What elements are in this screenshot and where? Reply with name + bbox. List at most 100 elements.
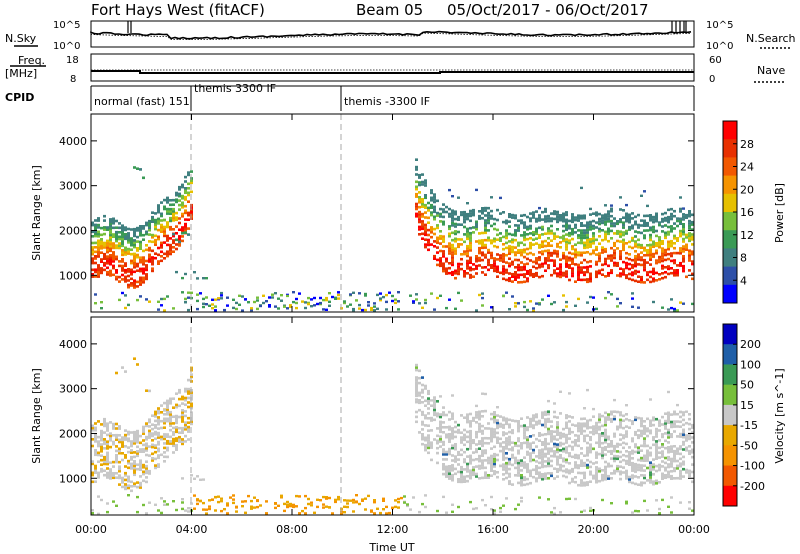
echo-cell xyxy=(121,269,124,272)
echo-cell xyxy=(484,451,487,455)
echo-cell xyxy=(103,261,106,265)
echo-cell xyxy=(172,210,175,213)
colorbar-tick-label: 15 xyxy=(740,399,754,412)
cpid-mode-3: themis -3300 IF xyxy=(344,95,430,108)
echo-cell xyxy=(328,292,331,295)
echo-cell xyxy=(163,241,166,244)
echo-cell xyxy=(670,462,673,466)
echo-cell xyxy=(523,426,526,430)
echo-cell xyxy=(583,437,586,440)
echo-cell xyxy=(166,406,169,409)
echo-cell xyxy=(670,217,673,221)
echo-cell xyxy=(520,442,523,445)
echo-cell xyxy=(652,443,655,447)
echo-cell xyxy=(682,207,685,210)
echo-cell xyxy=(109,238,112,241)
echo-cell xyxy=(496,431,499,435)
echo-cell xyxy=(679,469,682,473)
echo-cell xyxy=(664,476,667,479)
echo-cell xyxy=(643,281,646,284)
echo-cell xyxy=(655,464,658,468)
echo-cell xyxy=(94,422,97,425)
echo-cell xyxy=(244,500,247,503)
echo-cell xyxy=(187,187,190,190)
echo-cell xyxy=(571,440,574,444)
echo-cell xyxy=(109,445,112,449)
echo-cell xyxy=(607,462,610,466)
echo-cell xyxy=(415,394,418,398)
echo-cell xyxy=(517,229,520,232)
echo-cell xyxy=(175,403,178,407)
echo-cell xyxy=(667,458,670,461)
echo-cell xyxy=(670,433,673,436)
echo-cell xyxy=(424,399,427,403)
echo-cell xyxy=(652,267,655,271)
echo-cell xyxy=(502,260,505,263)
echo-cell xyxy=(667,411,670,415)
echo-cell xyxy=(421,383,424,387)
echo-cell xyxy=(97,268,100,272)
echo-cell xyxy=(634,482,637,486)
echo-cell xyxy=(118,465,121,468)
echo-cell xyxy=(151,220,154,223)
echo-cell xyxy=(436,296,439,300)
echo-cell xyxy=(457,262,460,266)
echo-cell xyxy=(538,454,541,457)
echo-cell xyxy=(658,421,661,425)
echo-cell xyxy=(187,296,190,299)
echo-cell xyxy=(421,410,424,414)
echo-cell xyxy=(517,263,520,267)
echo-cell xyxy=(676,224,679,228)
echo-cell xyxy=(676,452,679,455)
echo-cell xyxy=(106,471,109,475)
echo-cell xyxy=(121,278,124,281)
echo-cell xyxy=(541,228,544,231)
echo-cell xyxy=(187,425,190,429)
echo-cell xyxy=(550,511,553,514)
echo-cell xyxy=(139,486,142,489)
echo-cell xyxy=(556,272,559,275)
echo-cell xyxy=(625,432,628,436)
echo-cell xyxy=(214,509,217,512)
echo-cell xyxy=(202,478,205,481)
echo-cell xyxy=(643,224,646,227)
echo-cell xyxy=(601,498,604,502)
echo-cell xyxy=(565,240,568,244)
echo-cell xyxy=(610,207,613,211)
echo-cell xyxy=(532,275,535,278)
echo-cell xyxy=(472,473,475,477)
echo-cell xyxy=(454,445,457,448)
echo-cell xyxy=(427,221,430,224)
echo-cell xyxy=(415,386,418,389)
echo-cell xyxy=(199,292,202,295)
echo-cell xyxy=(496,458,499,462)
echo-cell xyxy=(631,305,634,308)
echo-cell xyxy=(475,450,478,454)
echo-cell xyxy=(613,447,616,450)
echo-cell xyxy=(577,273,580,277)
echo-cell xyxy=(433,257,436,260)
noise-left-tick-bottom: 10^0 xyxy=(53,41,80,52)
echo-cell xyxy=(610,259,613,262)
echo-cell xyxy=(121,226,124,230)
echo-cell xyxy=(442,467,445,471)
echo-cell xyxy=(445,470,448,473)
echo-cell xyxy=(472,226,475,229)
echo-cell xyxy=(424,424,427,427)
echo-cell xyxy=(127,236,130,240)
echo-cell xyxy=(577,241,580,245)
echo-cell xyxy=(520,483,523,487)
echo-cell xyxy=(559,265,562,269)
echo-cell xyxy=(625,459,628,463)
echo-cell xyxy=(496,228,499,232)
echo-cell xyxy=(472,416,475,420)
echo-cell xyxy=(628,478,631,481)
echo-cell xyxy=(379,299,382,302)
echo-cell xyxy=(178,228,181,231)
echo-cell xyxy=(562,239,565,243)
echo-cell xyxy=(661,247,664,250)
echo-cell xyxy=(226,304,229,307)
echo-cell xyxy=(97,244,100,247)
echo-cell xyxy=(103,462,106,466)
echo-cell xyxy=(664,271,667,274)
